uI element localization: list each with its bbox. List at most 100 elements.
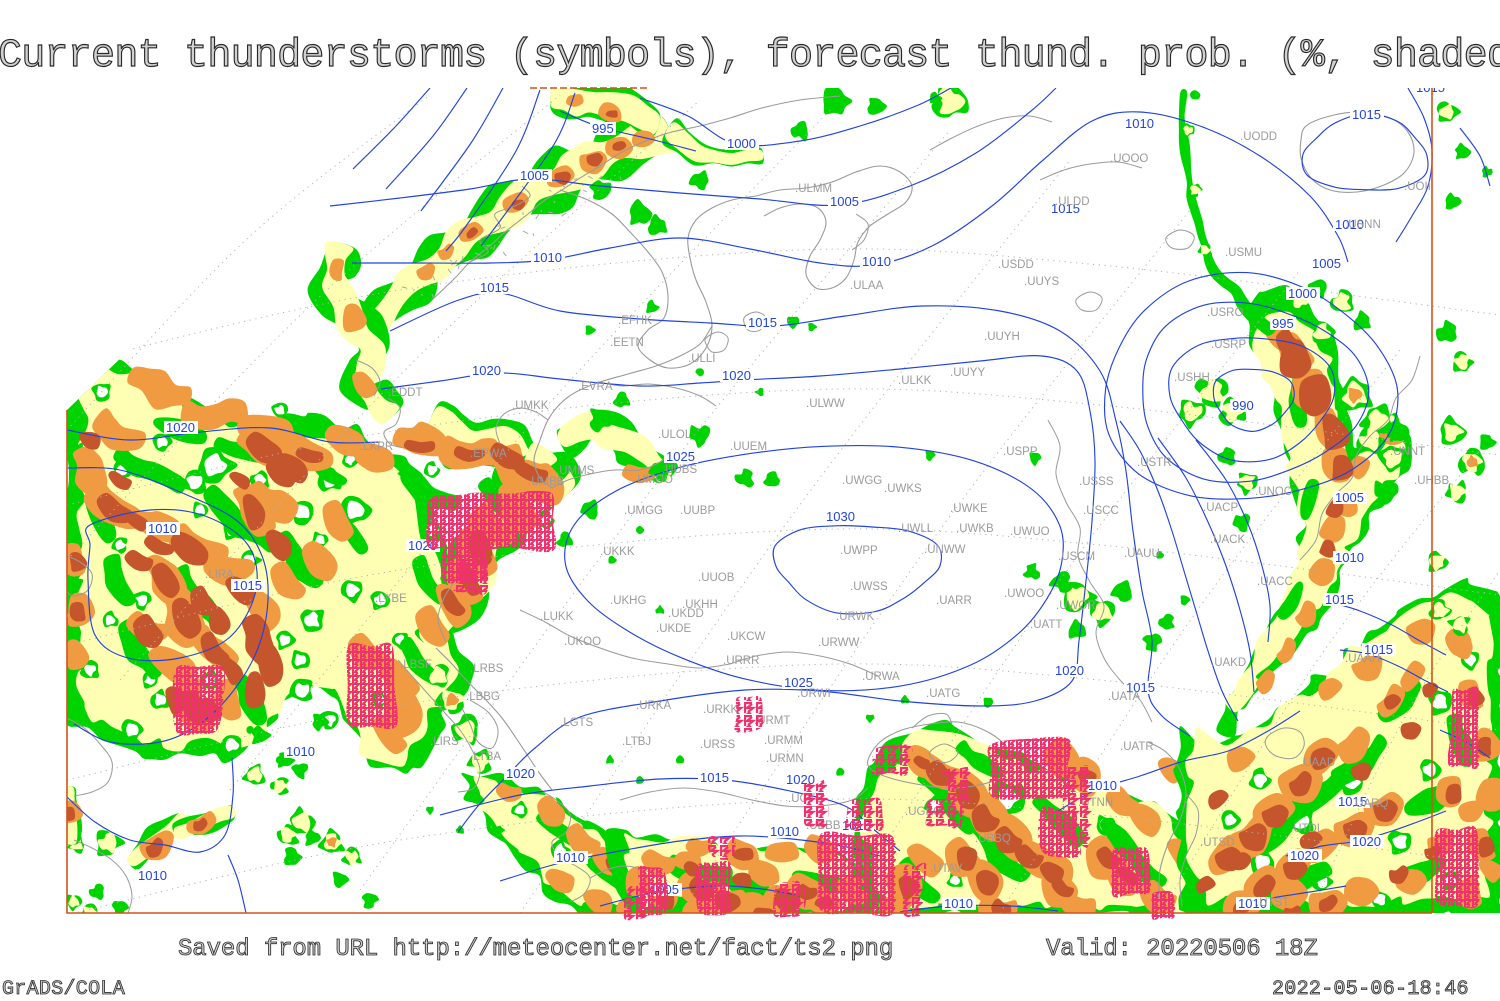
svg-text:.UATG: .UATG bbox=[926, 688, 960, 700]
svg-text:.URSS: .URSS bbox=[700, 739, 735, 751]
svg-text:.UBBQ: .UBBQ bbox=[975, 833, 1011, 845]
svg-text:1005: 1005 bbox=[1312, 256, 1341, 271]
svg-text:1020: 1020 bbox=[506, 766, 535, 781]
svg-text:.USTR: .USTR bbox=[1137, 457, 1172, 469]
svg-text:.UWLL: .UWLL bbox=[898, 523, 934, 535]
svg-text:.USHH: .USHH bbox=[1174, 372, 1210, 384]
svg-text:1025: 1025 bbox=[666, 449, 695, 464]
svg-text:.ULKK: .ULKK bbox=[898, 375, 932, 387]
svg-text:.LTBJ: .LTBJ bbox=[622, 736, 651, 748]
svg-text:.UAAD: .UAAD bbox=[1300, 757, 1335, 769]
svg-text:1010: 1010 bbox=[556, 850, 585, 865]
svg-text:.ULAA: .ULAA bbox=[850, 280, 884, 292]
svg-text:.UTAV: .UTAV bbox=[930, 863, 962, 875]
svg-text:.USPP: .USPP bbox=[1003, 446, 1038, 458]
svg-text:1010: 1010 bbox=[1088, 778, 1117, 793]
svg-text:.UATA: .UATA bbox=[1108, 691, 1140, 703]
svg-text:.UMOO: .UMOO bbox=[634, 474, 673, 486]
svg-text:1030: 1030 bbox=[826, 509, 855, 524]
svg-text:.USCM: .USCM bbox=[1058, 551, 1095, 563]
svg-text:.LBSF: .LBSF bbox=[400, 659, 432, 671]
svg-text:.LBBG: .LBBG bbox=[466, 691, 500, 703]
svg-text:.UATT: .UATT bbox=[1030, 619, 1062, 631]
svg-text:.USNN: .USNN bbox=[1345, 219, 1381, 231]
svg-text:1020: 1020 bbox=[1055, 663, 1084, 678]
svg-text:.UMGG: .UMGG bbox=[624, 505, 663, 517]
svg-text:1015: 1015 bbox=[1364, 642, 1393, 657]
svg-text:990: 990 bbox=[1232, 398, 1254, 413]
svg-text:1010: 1010 bbox=[1335, 550, 1364, 565]
svg-text:.UWKS: .UWKS bbox=[884, 483, 922, 495]
svg-text:.URRR: .URRR bbox=[723, 655, 759, 667]
svg-text:.UNOO: .UNOO bbox=[1255, 486, 1293, 498]
svg-text:.USSS: .USSS bbox=[1079, 476, 1114, 488]
svg-text:.USDD: .USDD bbox=[998, 259, 1034, 271]
svg-text:.UNNT: .UNNT bbox=[1390, 446, 1425, 458]
svg-text:1005: 1005 bbox=[830, 194, 859, 209]
svg-text:.EFHK: .EFHK bbox=[618, 315, 652, 327]
svg-text:1005: 1005 bbox=[1335, 490, 1364, 505]
svg-text:.UUYH: .UUYH bbox=[984, 331, 1020, 343]
svg-text:.LTBA: .LTBA bbox=[470, 751, 501, 763]
svg-text:.USMU: .USMU bbox=[1225, 247, 1262, 259]
svg-text:.UKKK: .UKKK bbox=[600, 546, 635, 558]
svg-text:.UODD: .UODD bbox=[1240, 131, 1277, 143]
svg-text:.ULWW: .ULWW bbox=[806, 398, 845, 410]
svg-text:.UKCW: .UKCW bbox=[727, 631, 765, 643]
svg-text:.URMM: .URMM bbox=[764, 735, 803, 747]
svg-text:.UKDD: .UKDD bbox=[668, 608, 704, 620]
svg-text:.UTSD: .UTSD bbox=[1200, 837, 1235, 849]
svg-text:.LUKK: .LUKK bbox=[540, 611, 574, 623]
svg-text:.UUYY: .UUYY bbox=[950, 367, 985, 379]
svg-text:1025: 1025 bbox=[784, 675, 813, 690]
svg-text:.UNWW: .UNWW bbox=[924, 544, 966, 556]
svg-text:1020: 1020 bbox=[1290, 848, 1319, 863]
svg-text:1020: 1020 bbox=[472, 363, 501, 378]
svg-text:.UWPP: .UWPP bbox=[840, 545, 878, 557]
svg-text:.ULMM: .ULMM bbox=[795, 183, 832, 195]
svg-text:.LYBE: .LYBE bbox=[375, 593, 407, 605]
svg-text:.UARR: .UARR bbox=[936, 595, 972, 607]
svg-text:.UTDL: .UTDL bbox=[1290, 823, 1324, 835]
svg-text:.UATR: .UATR bbox=[1120, 741, 1154, 753]
svg-text:995: 995 bbox=[592, 121, 614, 136]
svg-text:.UUYS: .UUYS bbox=[1024, 276, 1059, 288]
svg-text:.LRBS: .LRBS bbox=[470, 663, 504, 675]
svg-text:.UWGG: .UWGG bbox=[842, 475, 882, 487]
svg-text:1015: 1015 bbox=[1338, 794, 1367, 809]
svg-text:.UUEM: .UUEM bbox=[730, 441, 767, 453]
svg-text:1010: 1010 bbox=[148, 521, 177, 536]
svg-text:.LGTS: .LGTS bbox=[560, 717, 594, 729]
svg-text:1015: 1015 bbox=[480, 280, 509, 295]
svg-text:.UAAH: .UAAH bbox=[1345, 653, 1380, 665]
svg-text:.LIRA: .LIRA bbox=[205, 569, 234, 581]
svg-text:.UWOO: .UWOO bbox=[1004, 588, 1044, 600]
svg-text:.UWSS: .UWSS bbox=[850, 581, 888, 593]
svg-text:.URKA: .URKA bbox=[636, 700, 671, 712]
svg-text:.USRP: .USRP bbox=[1211, 339, 1246, 351]
svg-text:.UMBB: .UMBB bbox=[528, 476, 565, 488]
svg-text:1000: 1000 bbox=[727, 136, 756, 151]
svg-text:.ULOL: .ULOL bbox=[658, 429, 692, 441]
svg-text:1015: 1015 bbox=[233, 578, 262, 593]
svg-text:.USRO: .USRO bbox=[1207, 307, 1243, 319]
svg-text:.LKPR: .LKPR bbox=[360, 441, 393, 453]
svg-text:.UOOO: .UOOO bbox=[1110, 153, 1148, 165]
svg-text:1010: 1010 bbox=[1125, 116, 1154, 131]
svg-text:1020: 1020 bbox=[166, 420, 195, 435]
svg-text:.EDDT: .EDDT bbox=[388, 387, 423, 399]
svg-text:1010: 1010 bbox=[1238, 896, 1267, 911]
svg-text:1015: 1015 bbox=[1416, 80, 1445, 95]
svg-text:.EVRA: .EVRA bbox=[578, 381, 613, 393]
svg-text:1015: 1015 bbox=[1126, 680, 1155, 695]
svg-text:.UKOO: .UKOO bbox=[564, 636, 601, 648]
svg-text:1010: 1010 bbox=[944, 896, 973, 911]
svg-text:.UAUU: .UAUU bbox=[1124, 548, 1160, 560]
svg-text:.EETN: .EETN bbox=[610, 337, 644, 349]
svg-text:.UUOB: .UUOB bbox=[698, 572, 735, 584]
svg-text:.UARQ: .UARQ bbox=[1352, 798, 1388, 810]
svg-text:.URMN: .URMN bbox=[766, 753, 804, 765]
svg-text:1005: 1005 bbox=[520, 168, 549, 183]
svg-text:.UKHH: .UKHH bbox=[682, 599, 718, 611]
svg-text:1015: 1015 bbox=[748, 315, 777, 330]
